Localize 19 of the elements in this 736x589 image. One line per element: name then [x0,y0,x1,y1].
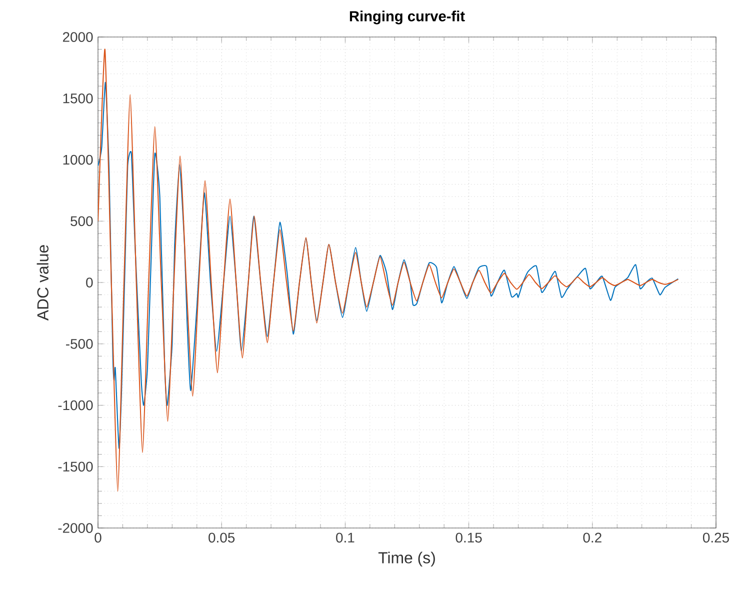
x-tick-label: 0.2 [583,532,602,543]
y-tick-label: -2000 [58,523,93,533]
x-tick-label: 0.15 [456,532,482,543]
y-tick-label: 2000 [62,32,93,42]
y-tick-label: -1000 [58,400,93,410]
y-axis-title: ADC value [36,245,49,321]
x-tick-label: 0.1 [336,532,354,543]
y-tick-label: 1500 [63,93,93,104]
line-series [98,48,679,492]
y-tick-label: 500 [70,216,93,226]
y-tick-label: -500 [66,338,93,349]
x-axis-title: Time (s) [378,552,435,567]
y-tick-label: -1500 [58,462,93,472]
x-tick-label: 0.05 [208,532,235,543]
chart-title: Ringing curve-fit [350,10,465,24]
y-tick-label: 1000 [63,154,93,165]
y-tick-label: 0 [86,278,93,288]
x-tick-label: 0 [94,532,102,543]
x-tick-label: 0.25 [702,532,729,543]
